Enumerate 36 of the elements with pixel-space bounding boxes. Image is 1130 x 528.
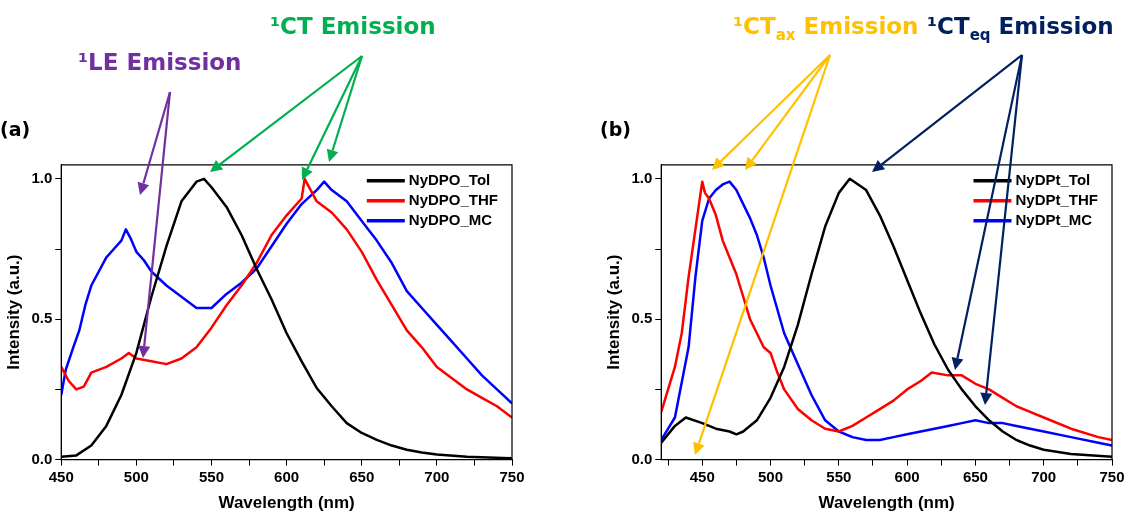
text: ¹LE Emission bbox=[78, 49, 242, 76]
chart-title: (b) bbox=[600, 118, 631, 141]
x-tick-label: 750 bbox=[1099, 467, 1125, 485]
x-tick-label: 450 bbox=[689, 467, 715, 485]
y-tick-label: 1.0 bbox=[31, 168, 53, 186]
legend-label: NyDPO_MC bbox=[408, 210, 493, 228]
x-tick-label: 500 bbox=[123, 467, 149, 485]
legend-label: NyDPt_THF bbox=[1015, 190, 1099, 208]
x-tick-label: 600 bbox=[274, 467, 300, 485]
text: ¹CT$_{eq}$ Emission bbox=[927, 13, 1114, 44]
y-axis-title: Intensity (a.u.) bbox=[3, 254, 23, 370]
y-tick-label: 1.0 bbox=[631, 168, 653, 186]
legend-label: NyDPt_MC bbox=[1015, 210, 1093, 228]
x-tick-label: 550 bbox=[826, 467, 852, 485]
legend-label: NyDPt_Tol bbox=[1015, 170, 1091, 188]
x-tick-label: 650 bbox=[349, 467, 375, 485]
legend-label: NyDPO_Tol bbox=[408, 170, 491, 188]
y-axis-title: Intensity (a.u.) bbox=[603, 254, 623, 370]
x-tick-label: 650 bbox=[962, 467, 988, 485]
x-axis-title: Wavelength (nm) bbox=[218, 493, 355, 513]
chart-title: (a) bbox=[0, 118, 31, 141]
x-tick-label: 700 bbox=[1031, 467, 1057, 485]
text: ¹CT$_{ax}$ Emission bbox=[733, 13, 919, 44]
y-tick-label: 0.5 bbox=[31, 309, 53, 327]
y-tick-label: 0.0 bbox=[31, 449, 53, 467]
x-axis-title: Wavelength (nm) bbox=[818, 493, 955, 513]
x-tick-label: 600 bbox=[894, 467, 920, 485]
x-tick-label: 500 bbox=[758, 467, 784, 485]
text: ¹CT Emission bbox=[270, 13, 436, 40]
x-tick-label: 450 bbox=[48, 467, 74, 485]
x-tick-label: 700 bbox=[424, 467, 450, 485]
x-tick-label: 750 bbox=[499, 467, 525, 485]
y-tick-label: 0.5 bbox=[631, 309, 653, 327]
legend-label: NyDPO_THF bbox=[408, 190, 499, 208]
x-tick-label: 550 bbox=[198, 467, 225, 485]
y-tick-label: 0.0 bbox=[631, 449, 653, 467]
